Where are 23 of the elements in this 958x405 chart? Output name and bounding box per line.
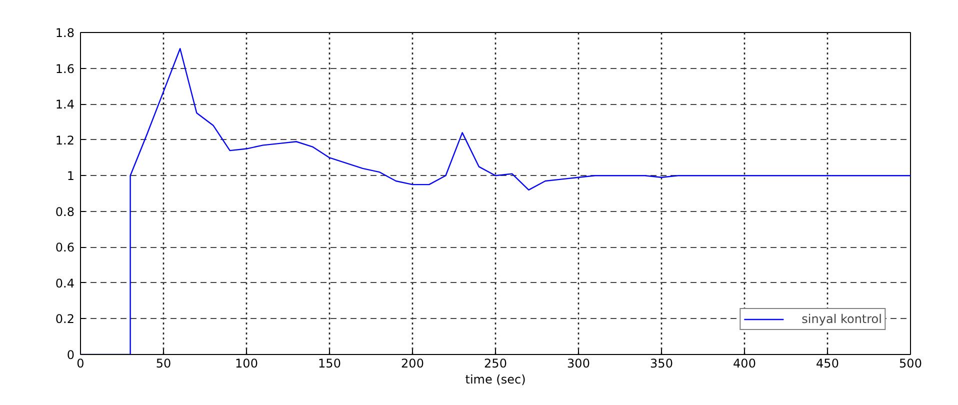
x-axis-title: time (sec) — [465, 372, 526, 386]
y-tick-label: 0.6 — [55, 240, 75, 255]
x-tick-label: 150 — [318, 356, 341, 370]
y-tick-label: 0.8 — [55, 204, 75, 219]
x-tick-label: 350 — [650, 356, 673, 370]
x-tick-label: 100 — [235, 356, 258, 370]
x-tick-label: 450 — [816, 356, 839, 370]
y-tick-label: 0.4 — [55, 276, 75, 290]
x-tick-label: 400 — [733, 356, 756, 370]
y-tick-label: 1.6 — [55, 62, 75, 76]
x-tick-label: 50 — [156, 356, 172, 370]
x-tick-label: 300 — [567, 356, 590, 370]
y-tick-label: 1.2 — [55, 133, 75, 148]
x-tick-label: 0 — [76, 356, 84, 370]
y-tick-label: 1 — [66, 169, 75, 184]
y-tick-label: 1.4 — [55, 98, 75, 112]
y-tick-label: 0 — [66, 348, 75, 362]
y-tick-label: 0.2 — [55, 312, 75, 326]
x-tick-label: 200 — [401, 356, 424, 370]
y-tick-label: 1.8 — [55, 26, 75, 40]
x-tick-label: 250 — [484, 356, 507, 370]
legend-label: sinyal kontrol — [802, 312, 882, 326]
x-tick-label: 500 — [899, 356, 922, 370]
